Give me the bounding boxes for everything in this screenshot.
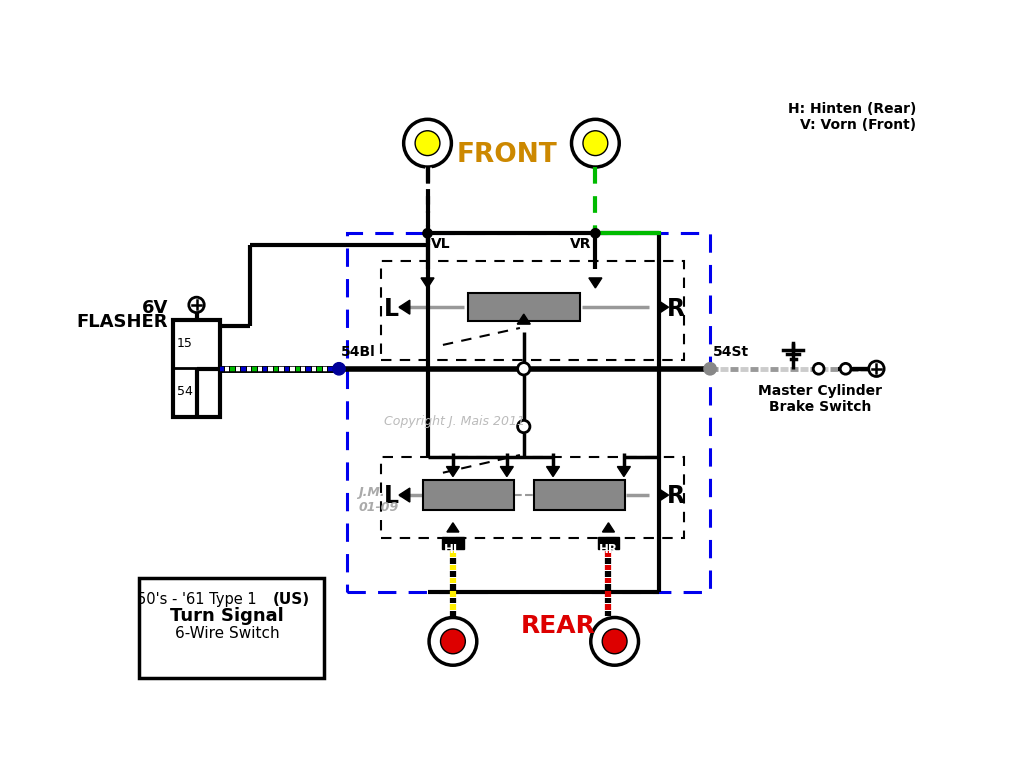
Circle shape [591,618,638,665]
Text: Master Cylinder
Brake Switch: Master Cylinder Brake Switch [759,384,882,414]
Text: (US): (US) [272,592,309,607]
Bar [468,293,580,321]
Bar [346,234,710,592]
Polygon shape [589,278,601,288]
Circle shape [869,361,884,376]
Polygon shape [658,488,668,502]
Text: R: R [666,296,685,320]
Text: 15: 15 [177,338,192,350]
Bar [423,480,514,510]
Text: 50's - '61 Type 1: 50's - '61 Type 1 [137,592,256,607]
Bar [174,320,220,417]
Circle shape [441,629,466,653]
Circle shape [429,618,477,665]
Text: L: L [383,296,399,320]
Polygon shape [399,488,410,502]
Polygon shape [446,466,460,476]
Circle shape [518,362,529,375]
Circle shape [423,229,432,238]
Circle shape [415,131,440,155]
Text: VL: VL [432,237,451,251]
Text: FRONT: FRONT [456,142,557,168]
Text: H: Hinten (Rear): H: Hinten (Rear) [788,102,917,116]
Polygon shape [658,300,668,314]
Text: 54: 54 [177,385,192,398]
Bar [534,480,625,510]
Bar [139,578,324,678]
Text: FLASHER: FLASHER [76,313,168,331]
Text: Turn Signal: Turn Signal [171,608,284,625]
Text: Copyright J. Mais 2011: Copyright J. Mais 2011 [384,415,525,428]
Text: 6-Wire Switch: 6-Wire Switch [175,626,280,641]
Circle shape [602,629,627,653]
Polygon shape [399,300,410,314]
Bar [381,457,684,539]
Circle shape [333,362,345,375]
Circle shape [583,131,608,155]
Bar [597,537,619,549]
Text: HL: HL [444,542,462,556]
Text: R: R [666,483,685,508]
Polygon shape [421,278,434,288]
Text: L: L [383,483,399,508]
Circle shape [572,120,619,167]
Polygon shape [517,314,530,324]
Polygon shape [618,466,630,476]
Polygon shape [501,466,513,476]
Text: J.M.
01-09: J.M. 01-09 [358,486,399,514]
Circle shape [404,120,451,167]
Circle shape [189,297,205,313]
Bar [442,537,464,549]
Text: V: Vorn (Front): V: Vorn (Front) [801,118,917,132]
Text: VR: VR [571,237,591,251]
Text: 6V: 6V [142,300,168,317]
Circle shape [813,363,824,374]
Circle shape [704,362,717,375]
Circle shape [591,229,600,238]
Text: 54St: 54St [713,345,749,359]
Text: HR: HR [599,542,618,556]
Circle shape [840,363,851,374]
Text: 54Bl: 54Bl [340,345,375,359]
Bar [381,261,684,360]
Text: REAR: REAR [521,614,596,638]
Polygon shape [602,523,615,532]
Polygon shape [547,466,559,476]
Polygon shape [447,523,458,532]
Circle shape [518,421,529,433]
